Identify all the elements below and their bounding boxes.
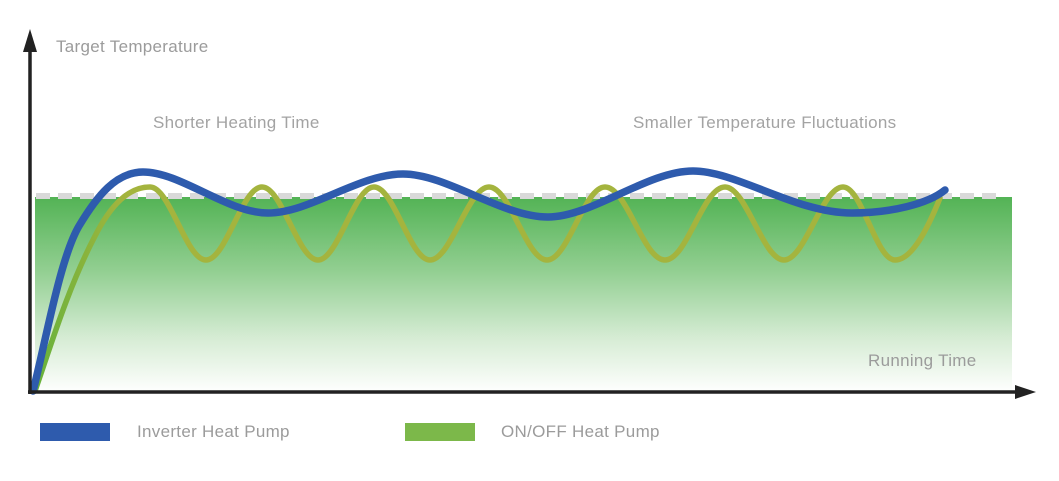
onoff-legend-swatch [405,423,475,441]
y-axis-label: Target Temperature [56,37,209,56]
inverter-legend-label: Inverter Heat Pump [137,422,290,441]
x-axis-arrow-icon [1015,385,1036,399]
legend: Inverter Heat Pump ON/OFF Heat Pump [0,422,1059,452]
onoff-legend-label: ON/OFF Heat Pump [501,422,660,441]
inverter-heat-pump-curve [29,167,949,395]
shorter-heating-time-annotation: Shorter Heating Time [153,113,320,132]
inverter-legend-swatch [40,423,110,441]
y-axis-arrow-icon [23,29,37,52]
legend-item-onoff: ON/OFF Heat Pump [405,422,660,442]
smaller-temperature-fluctuations-annotation: Smaller Temperature Fluctuations [633,113,897,132]
legend-item-inverter: Inverter Heat Pump [40,422,290,442]
x-axis-label: Running Time [868,351,977,370]
onoff-heat-pump-curve [32,184,943,394]
